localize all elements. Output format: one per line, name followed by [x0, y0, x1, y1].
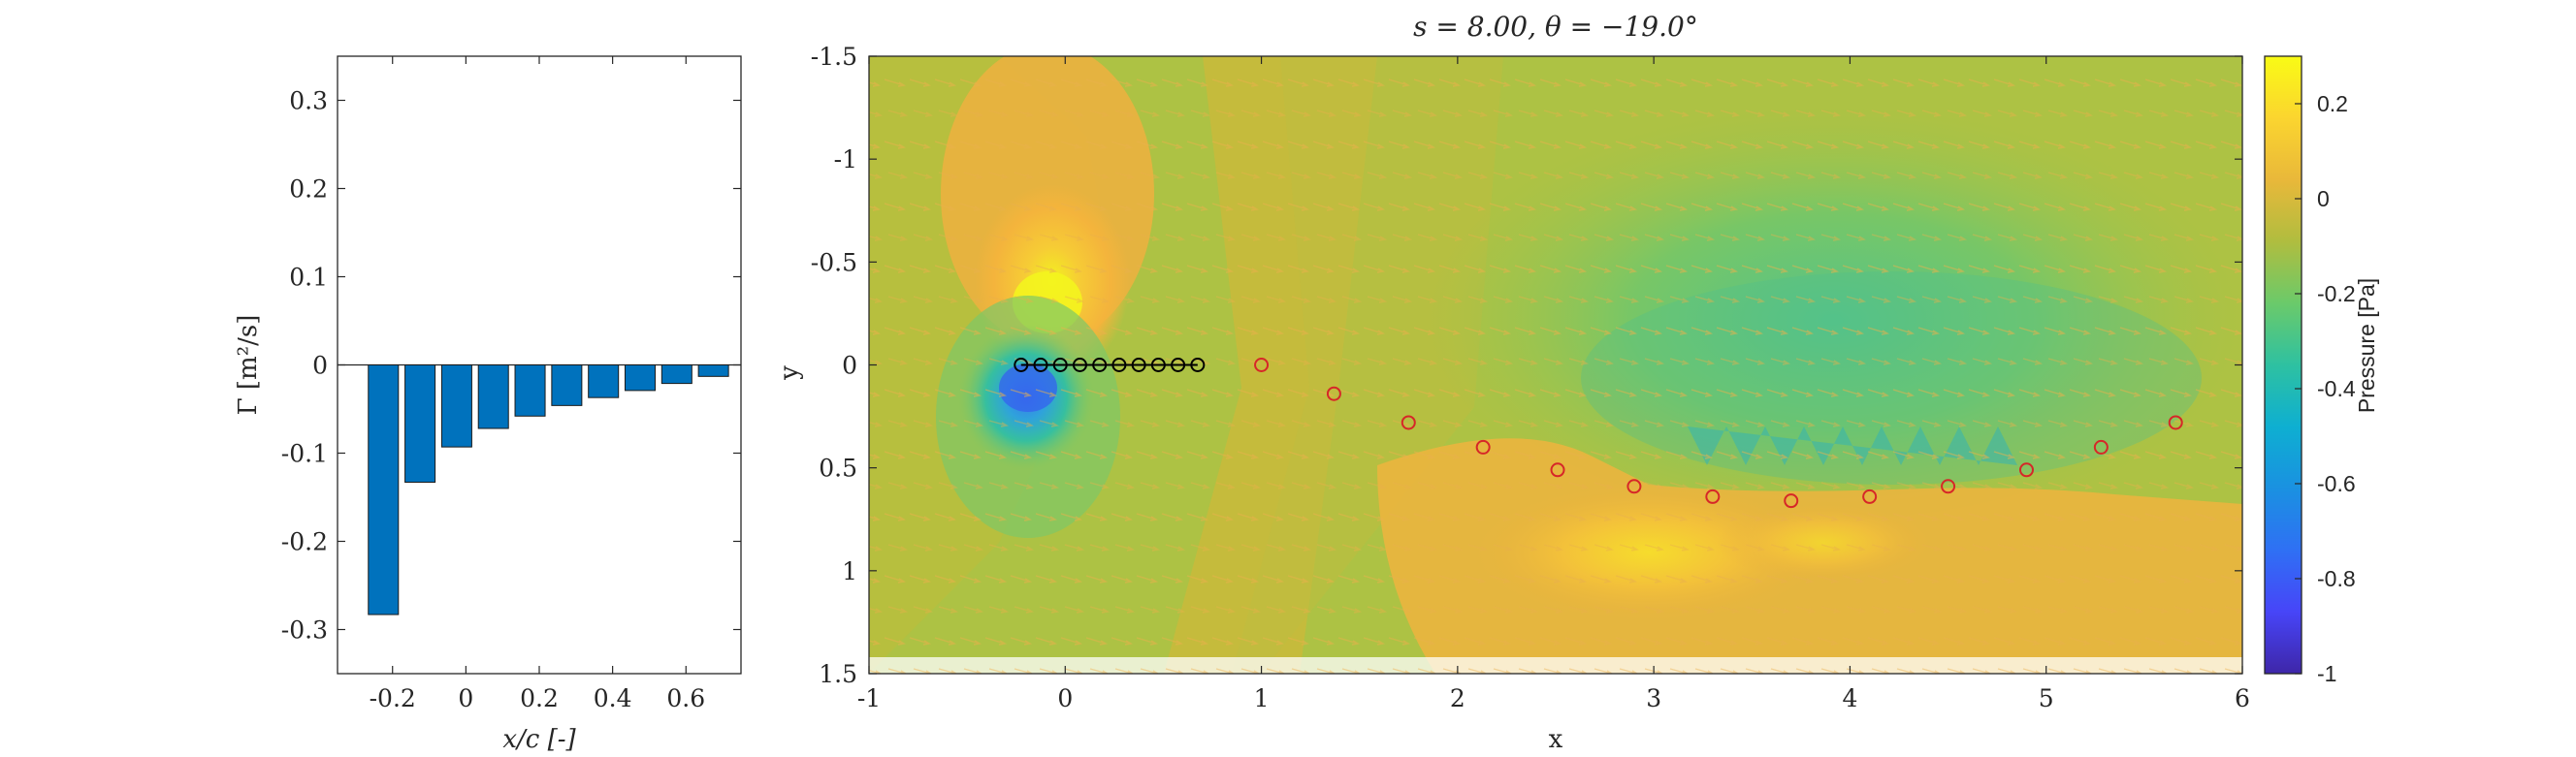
x-tick-label: 5	[2039, 684, 2054, 712]
plate-vortex-0	[1014, 358, 1029, 372]
colorbar-tick-label: -0.4	[2317, 376, 2356, 401]
y-tick-label: -1.5	[811, 43, 857, 71]
plate-vortex-5	[1111, 358, 1127, 372]
bar-1	[404, 364, 436, 484]
x-tick-label: 0	[458, 684, 473, 712]
left-x-ticks: -0.2 0 0.2 0.4 0.6	[370, 56, 705, 712]
x-tick-label: -0.2	[370, 684, 416, 712]
left-x-axis-label: x/c [-]	[502, 725, 576, 754]
y-tick-label: -0.5	[811, 248, 857, 276]
bar-0	[368, 364, 400, 615]
wake-vortex-1	[1326, 386, 1341, 401]
x-tick-label: 6	[2235, 684, 2250, 712]
bar-series	[368, 364, 729, 615]
x-tick-label: 1	[1254, 684, 1270, 712]
bar-7	[624, 364, 657, 392]
bar-8	[660, 364, 692, 385]
plate-vortex-4	[1092, 358, 1108, 372]
colorbar-tick-label: -0.2	[2317, 281, 2356, 306]
wake-vortex-0	[1254, 358, 1270, 372]
bar-4	[514, 364, 546, 417]
wake-vortex-3	[1475, 439, 1491, 455]
y-tick-label: 0	[842, 352, 857, 380]
plate-vortex-3	[1072, 358, 1087, 372]
bar-3	[477, 364, 509, 429]
bar-5	[551, 364, 583, 406]
wake-vortex-6	[1705, 489, 1721, 504]
y-tick-label: 0	[312, 352, 328, 380]
right-x-ticks: -1 0 1 2 3 4 5 6	[857, 56, 2250, 712]
plate-vortex-9	[1190, 358, 1206, 372]
y-tick-label: 1	[842, 557, 857, 585]
plate-vortex-8	[1171, 358, 1186, 372]
plate-vortex-2	[1052, 358, 1068, 372]
colorbar-tick-label: 0.2	[2317, 91, 2348, 116]
wake-vortex-8	[1862, 489, 1878, 504]
circulation-bar-chart: -0.2 0 0.2 0.4 0.6 -0.3 -0.2 -0.1 0 0.1 0.2 0.3 x/…	[234, 55, 742, 754]
bar-9	[697, 364, 729, 377]
colorbar-tick-label: 0	[2317, 186, 2330, 211]
y-tick-label: 0.5	[819, 455, 857, 483]
x-tick-label: 3	[1646, 684, 1661, 712]
wake-vortex-markers	[1254, 358, 2183, 509]
colorbar-tick-label: -0.8	[2317, 566, 2356, 591]
x-tick-label: 2	[1450, 684, 1465, 712]
colorbar-label: Pressure [Pa]	[2354, 278, 2379, 413]
right-y-ticks: -1.5 -1 -0.5 0 0.5 1 1.5	[811, 43, 2242, 688]
wake-vortex-11	[2093, 439, 2109, 455]
left-y-axis-label: Γ [m²/s]	[234, 315, 263, 416]
y-tick-label: -0.3	[281, 616, 328, 645]
colorbar-tick-label: -1	[2317, 661, 2336, 686]
plate-vortex-6	[1131, 358, 1146, 372]
x-tick-label: 0.6	[666, 684, 705, 712]
colorbar-ticks: 0.2 0 -0.2 -0.4 -0.6 -0.8 -1	[2295, 91, 2356, 686]
wake-vortex-9	[1941, 479, 1956, 494]
wake-vortex-2	[1401, 415, 1416, 430]
wake-vortex-4	[1550, 462, 1565, 478]
right-y-axis-label: y	[775, 365, 804, 381]
bar-6	[588, 364, 620, 398]
y-tick-label: -1	[834, 145, 857, 173]
plate-vortex-markers	[1014, 358, 1206, 372]
wake-vortex-10	[2018, 462, 2034, 478]
x-tick-label: -1	[857, 684, 881, 712]
left-y-ticks: -0.3 -0.2 -0.1 0 0.1 0.2 0.3	[281, 87, 741, 645]
right-x-axis-label: x	[1549, 725, 1563, 754]
wake-vortex-5	[1626, 479, 1642, 494]
y-tick-label: 0.1	[289, 264, 328, 292]
y-tick-label: 0.3	[289, 87, 328, 115]
plate-vortex-1	[1033, 358, 1048, 372]
bar-2	[440, 364, 472, 448]
x-tick-label: 0.2	[520, 684, 559, 712]
right-plot-title: s = 8.00, θ = −19.0°	[1413, 11, 1698, 43]
pressure-field-plot: -1 0 1 2 3 4 5 6 -1.5 -1 -0.5 0 0.5 1 1.5 s = 8.00, θ…	[775, 11, 2250, 754]
y-tick-label: 0.2	[289, 175, 328, 204]
x-tick-label: 0.4	[594, 684, 632, 712]
x-tick-label: 4	[1842, 684, 1857, 712]
y-tick-label: 1.5	[819, 660, 857, 688]
plate-vortex-7	[1150, 358, 1166, 372]
x-tick-label: 0	[1057, 684, 1073, 712]
colorbar-tick-label: -0.6	[2317, 471, 2356, 496]
y-tick-label: -0.2	[281, 528, 328, 556]
pressure-contour-field	[869, 56, 2242, 674]
wake-vortex-12	[2168, 415, 2183, 430]
y-tick-label: -0.1	[281, 440, 328, 468]
colorbar-gradient	[2264, 55, 2302, 675]
pressure-colorbar: 0.2 0 -0.2 -0.4 -0.6 -0.8 -1 Pressure [Pa]	[2264, 55, 2379, 686]
wake-vortex-7	[1784, 493, 1799, 509]
